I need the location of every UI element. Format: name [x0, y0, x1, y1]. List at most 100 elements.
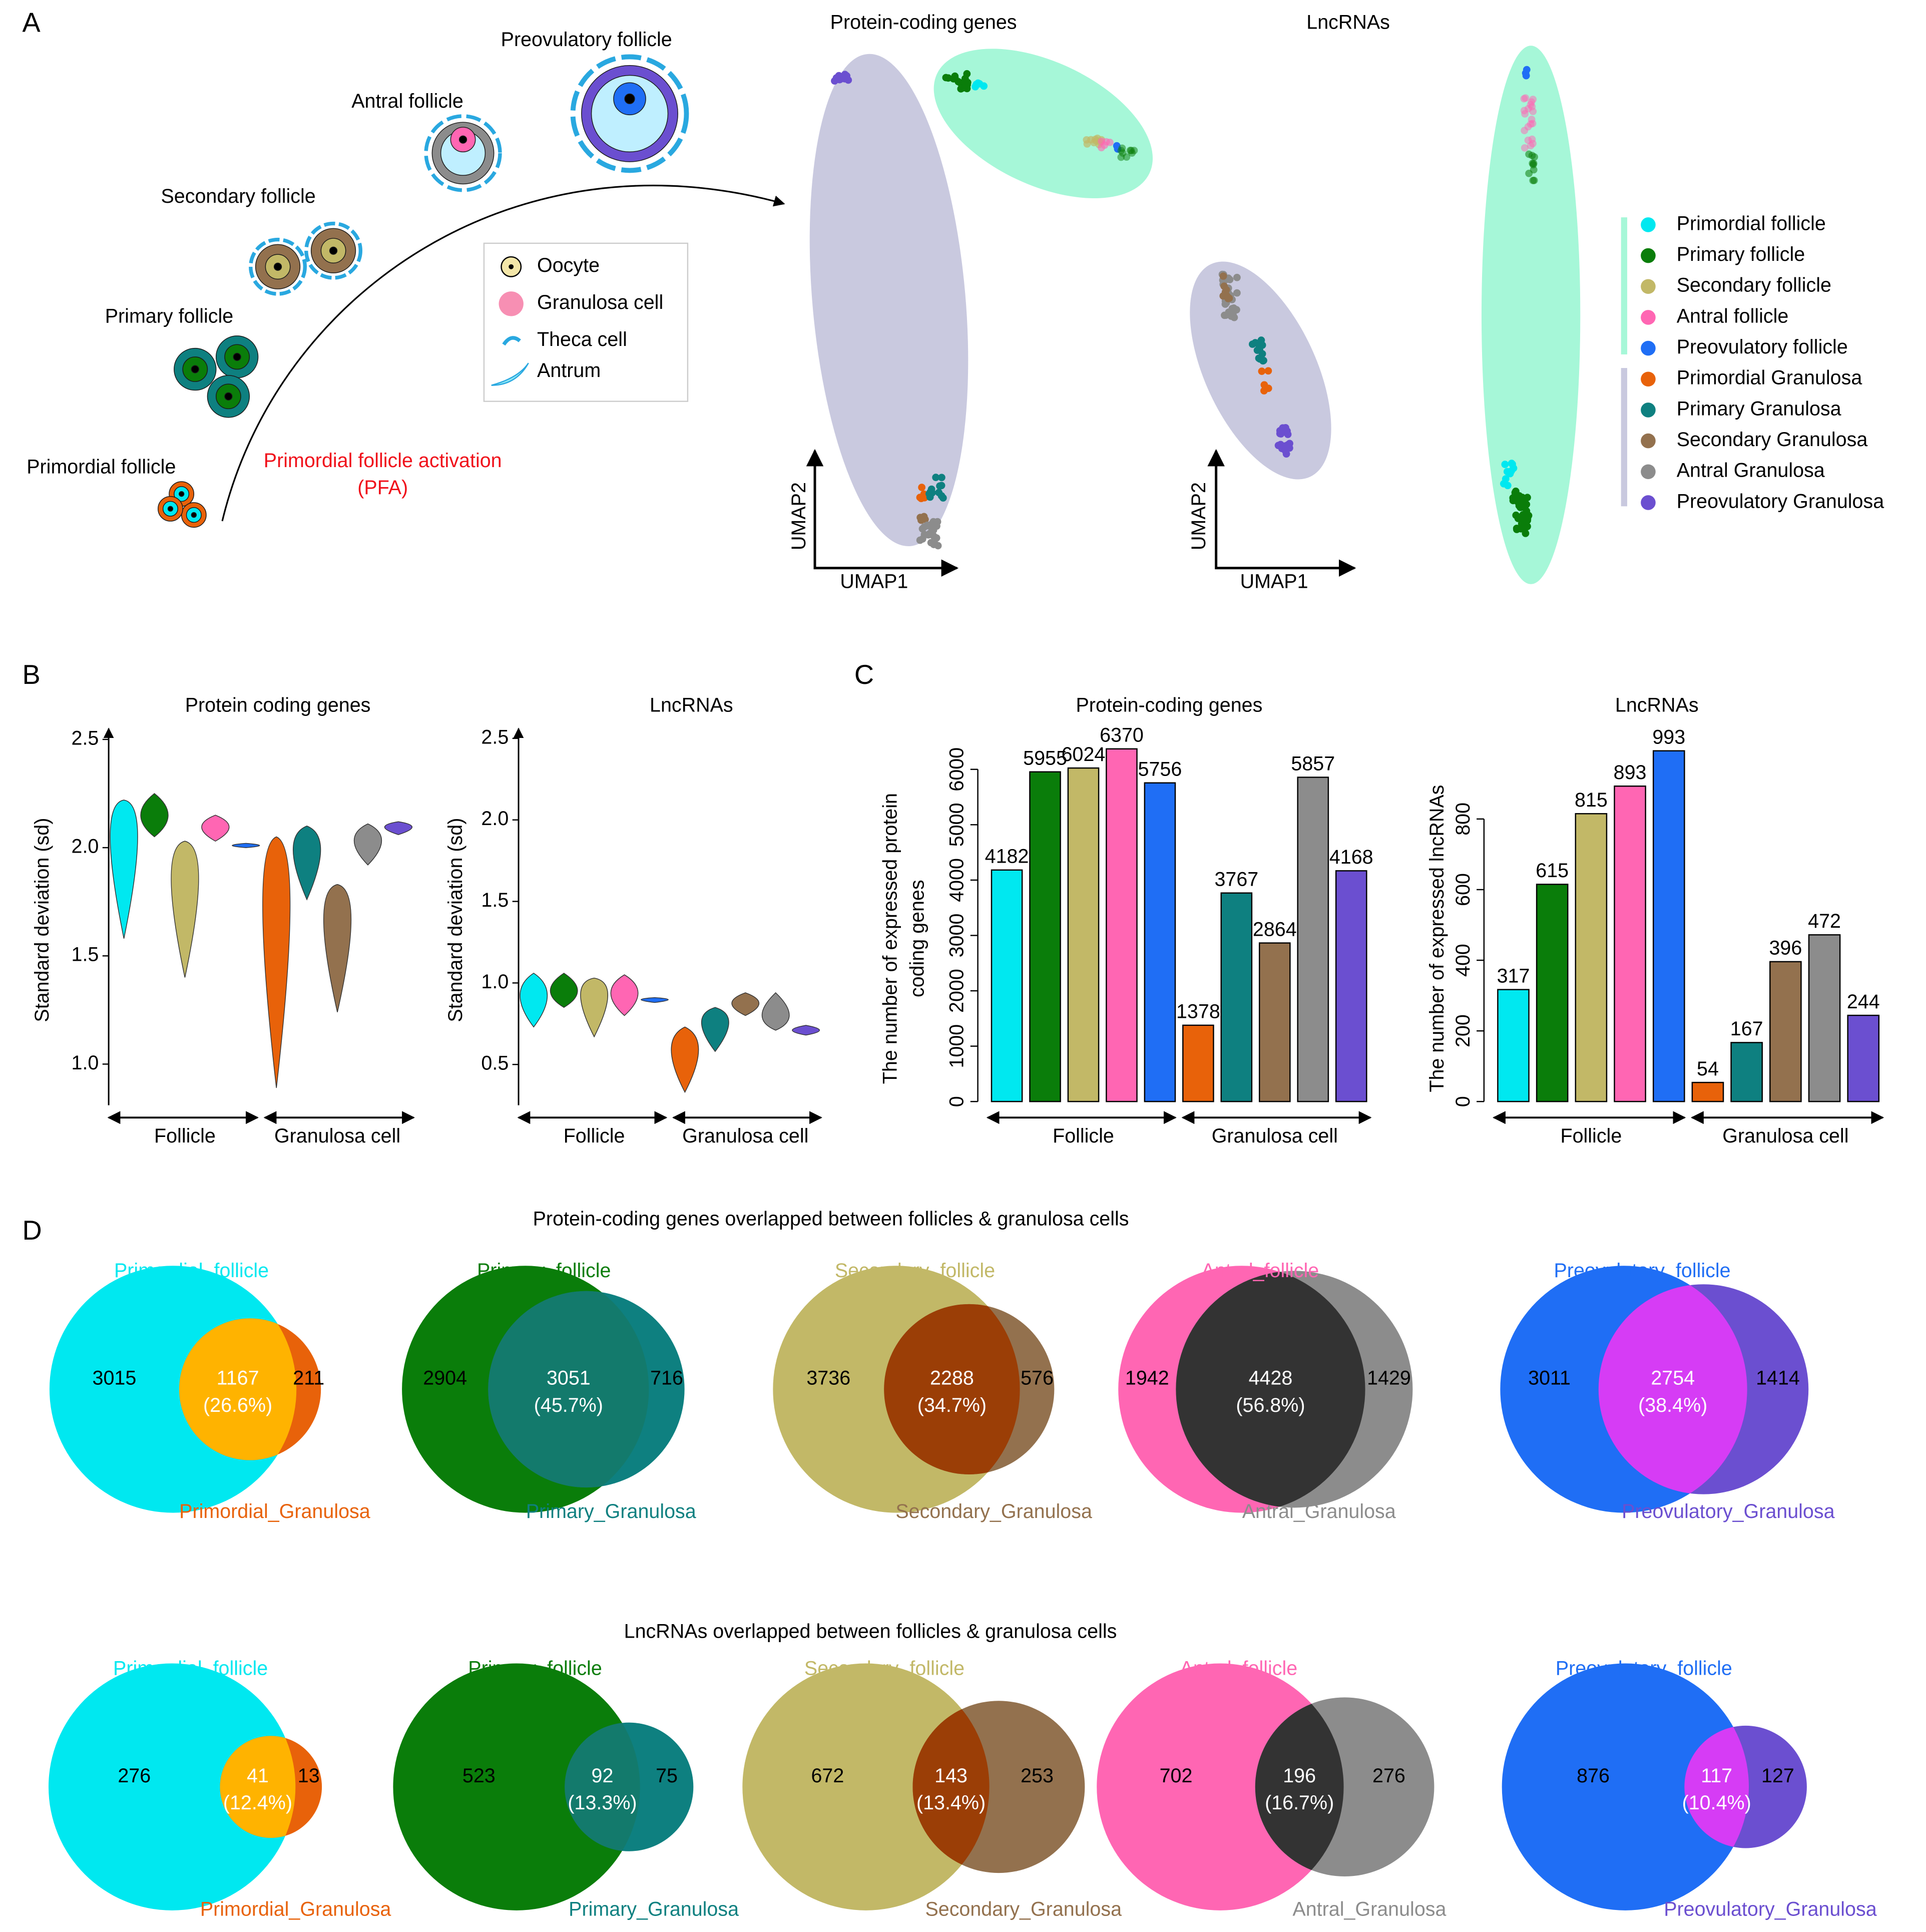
umap-point	[1517, 503, 1525, 511]
umap-point	[942, 74, 950, 82]
value-label: 472	[1808, 910, 1841, 932]
violin	[641, 997, 669, 1003]
bar	[1575, 813, 1608, 1102]
legend-marker	[1641, 248, 1656, 263]
violin	[580, 977, 608, 1038]
umap-point	[1506, 470, 1514, 478]
bar	[1182, 1024, 1214, 1102]
umap-point	[1233, 306, 1240, 314]
umap-axis-label: UMAP2	[788, 482, 810, 550]
umap-point	[933, 518, 941, 526]
value-label: 4168	[1329, 846, 1373, 868]
umap-point	[916, 536, 924, 544]
venn-count: 3736	[806, 1367, 850, 1389]
venn-overlap	[488, 1291, 649, 1488]
venn-set-label: Primary_follicle	[477, 1260, 611, 1282]
key-label: Theca cell	[537, 328, 627, 350]
value-label: 5955	[1023, 747, 1067, 769]
group-label: Follicle	[1053, 1125, 1114, 1147]
y-tick-label: 2.5	[72, 727, 99, 749]
venn-overlap	[884, 1304, 1020, 1475]
key-label: Oocyte	[537, 254, 600, 276]
y-tick-label: 2.5	[481, 726, 509, 748]
venn-count: 3051	[547, 1367, 591, 1389]
group-label: Granulosa cell	[1212, 1125, 1338, 1147]
umap-point	[1130, 147, 1138, 155]
umap-point	[1511, 489, 1519, 497]
venn-count: 876	[1577, 1765, 1610, 1787]
violin	[262, 836, 291, 1088]
bar	[1497, 989, 1530, 1102]
venn-set-label: Preovulatory_follicle	[1556, 1657, 1732, 1679]
venn-overlap	[912, 1701, 990, 1873]
venn-set-label: Secondary_Granulosa	[925, 1898, 1122, 1920]
venn-percent: (45.7%)	[534, 1394, 603, 1416]
panel-label: D	[22, 1216, 42, 1246]
chart-title: Protein-coding genes overlapped between …	[533, 1208, 1129, 1230]
umap-point	[963, 70, 971, 78]
umap-point	[1220, 282, 1228, 290]
venn-count: 716	[650, 1367, 683, 1389]
umap-point	[1527, 120, 1535, 128]
legend-marker	[1641, 340, 1656, 356]
umap-point	[1510, 464, 1518, 472]
venn-overlap	[1598, 1284, 1747, 1494]
group-label: Granulosa cell	[682, 1125, 808, 1147]
umap-axis-label: UMAP2	[1188, 482, 1210, 550]
y-axis-label: The number of expressed protein	[879, 793, 901, 1084]
legend-label: Primary Granulosa	[1677, 398, 1841, 420]
venn-count: 1414	[1756, 1367, 1800, 1389]
venn-set-label: Preovulatory_follicle	[1554, 1260, 1730, 1282]
venn-count: 196	[1283, 1765, 1316, 1787]
violin	[201, 815, 230, 842]
y-tick-label: 2.0	[481, 808, 509, 830]
y-axis-label: coding genes	[906, 880, 928, 997]
stage-label: Preovulatory follicle	[501, 29, 672, 51]
venn-set-label: Secondary_follicle	[804, 1657, 965, 1679]
umap-point	[1219, 292, 1227, 300]
group-label: Follicle	[154, 1125, 216, 1147]
umap-point	[1284, 431, 1292, 439]
key-label: Granulosa cell	[537, 291, 663, 313]
umap-point	[1529, 96, 1537, 103]
umap-point	[832, 74, 840, 82]
legend-marker	[1641, 403, 1656, 418]
venn-set	[742, 1663, 990, 1910]
violin	[761, 992, 790, 1031]
bar	[1847, 1014, 1880, 1102]
bar	[1106, 748, 1138, 1102]
venn-percent: (13.4%)	[916, 1792, 986, 1814]
y-tick-label: 800	[1452, 803, 1474, 836]
venn-count: 127	[1761, 1765, 1794, 1787]
venn-set-label: Primary_Granulosa	[569, 1898, 739, 1920]
stage-label: Primordial follicle	[27, 456, 176, 478]
umap-point	[928, 489, 936, 497]
venn-count: 253	[1021, 1765, 1054, 1787]
value-label: 244	[1847, 991, 1880, 1013]
venn-set-label: Primordial_follicle	[113, 1657, 268, 1679]
value-label: 167	[1730, 1018, 1763, 1040]
umap-point	[1233, 273, 1241, 281]
venn-percent: (10.4%)	[1682, 1792, 1751, 1814]
umap-point	[1524, 515, 1532, 523]
key-label: Antrum	[537, 359, 601, 381]
venn-count: 276	[118, 1765, 151, 1787]
umap-title: Protein-coding genes	[830, 11, 1017, 33]
value-label: 615	[1536, 860, 1569, 882]
venn-set	[48, 1663, 296, 1910]
umap-point	[1520, 95, 1528, 103]
legend-marker	[1641, 217, 1656, 232]
legend-marker	[1641, 495, 1656, 510]
umap-point	[1521, 521, 1529, 529]
umap-point	[937, 482, 945, 490]
legend-marker	[1641, 310, 1656, 325]
y-tick-label: 600	[1452, 873, 1474, 906]
venn-count: 2288	[930, 1367, 974, 1389]
legend-label: Secondary follicle	[1677, 274, 1831, 296]
bar	[1029, 771, 1061, 1102]
group-label: Granulosa cell	[274, 1125, 400, 1147]
umap-point	[1225, 308, 1233, 316]
y-tick-label: 2000	[946, 969, 968, 1013]
venn-set-label: Primary_follicle	[468, 1657, 602, 1679]
value-label: 396	[1769, 937, 1802, 959]
